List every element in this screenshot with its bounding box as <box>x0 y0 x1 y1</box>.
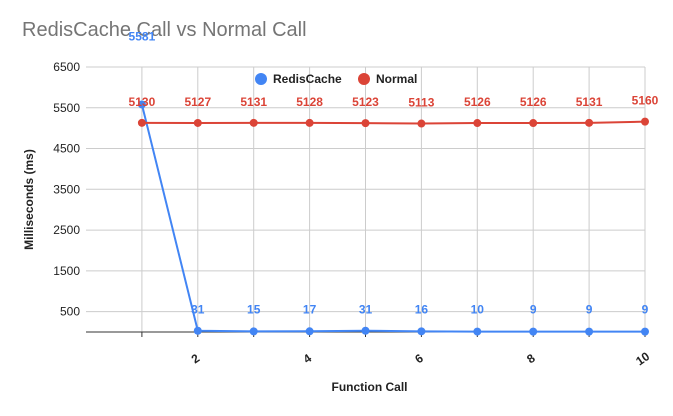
data-label: 5123 <box>352 95 379 109</box>
data-point <box>473 327 482 336</box>
y-tick-label: 5500 <box>53 101 80 115</box>
data-labels: 5581 31 15 17 31 16 10 9 9 9 5130 5127 5131 5128 5123 5… <box>129 29 659 316</box>
data-point <box>193 326 202 335</box>
data-point <box>585 118 594 127</box>
data-label: 9 <box>642 303 649 317</box>
data-point <box>641 327 649 336</box>
data-label: 16 <box>415 303 429 317</box>
series-lines <box>140 104 646 333</box>
x-tick-label: 2 <box>189 351 203 366</box>
y-tick-label: 1500 <box>53 264 80 278</box>
data-label: 5130 <box>129 95 156 109</box>
chart-title: RedisCache Call vs Normal Call <box>22 19 307 41</box>
data-point <box>305 327 314 336</box>
data-point <box>529 119 538 128</box>
data-point <box>585 327 594 336</box>
vertical-gridlines <box>141 67 646 337</box>
data-label: 31 <box>191 303 205 317</box>
y-tick-label: 3500 <box>53 182 80 196</box>
y-tick-label: 6500 <box>53 60 80 74</box>
data-label: 15 <box>247 303 261 317</box>
y-tick-label: 500 <box>60 305 80 319</box>
data-label: 5160 <box>632 94 659 108</box>
data-point <box>305 118 314 127</box>
data-point <box>473 119 482 128</box>
data-label: 5581 <box>129 29 156 43</box>
data-label: 5126 <box>464 95 491 109</box>
data-label: 9 <box>530 303 537 317</box>
data-point <box>417 119 426 128</box>
data-point <box>641 117 649 126</box>
y-tick-label: 2500 <box>53 223 80 237</box>
x-axis-label: Function Call <box>332 380 408 394</box>
data-point <box>137 100 146 109</box>
y-axis-ticks: 500 1500 2500 3500 4500 5500 6500 <box>53 60 80 319</box>
data-point <box>361 119 370 128</box>
data-point <box>417 327 426 336</box>
x-tick-label: 8 <box>524 351 538 366</box>
data-label: 5131 <box>576 95 603 109</box>
y-axis-label: Milliseconds (ms) <box>22 149 36 250</box>
data-label: 5126 <box>520 95 547 109</box>
x-tick-label: 10 <box>633 349 652 368</box>
legend-label-rediscache[interactable]: RedisCache <box>273 72 342 86</box>
data-label: 31 <box>359 303 373 317</box>
y-tick-label: 4500 <box>53 142 80 156</box>
data-label: 9 <box>586 303 593 317</box>
series-line-normal <box>141 120 646 125</box>
x-tick-label: 4 <box>301 351 315 366</box>
series-points <box>137 100 649 336</box>
data-label: 5113 <box>408 96 434 110</box>
data-point <box>137 118 146 127</box>
data-point <box>529 327 538 336</box>
legend-marker-normal <box>358 73 370 85</box>
data-label: 17 <box>303 303 317 317</box>
legend[interactable]: RedisCache Normal <box>255 72 417 86</box>
data-label: 10 <box>471 303 485 317</box>
data-point <box>249 118 258 127</box>
series-line-rediscache <box>140 104 645 333</box>
data-point <box>249 327 258 336</box>
data-label: 5127 <box>184 95 211 109</box>
data-label: 5128 <box>296 95 323 109</box>
legend-marker-rediscache <box>255 73 267 85</box>
data-point <box>361 326 370 335</box>
legend-label-normal[interactable]: Normal <box>376 72 417 86</box>
data-point <box>193 118 202 127</box>
x-tick-label: 6 <box>412 351 426 366</box>
data-label: 5131 <box>240 95 267 109</box>
x-axis-ticks: 2 4 6 8 10 <box>189 349 653 368</box>
